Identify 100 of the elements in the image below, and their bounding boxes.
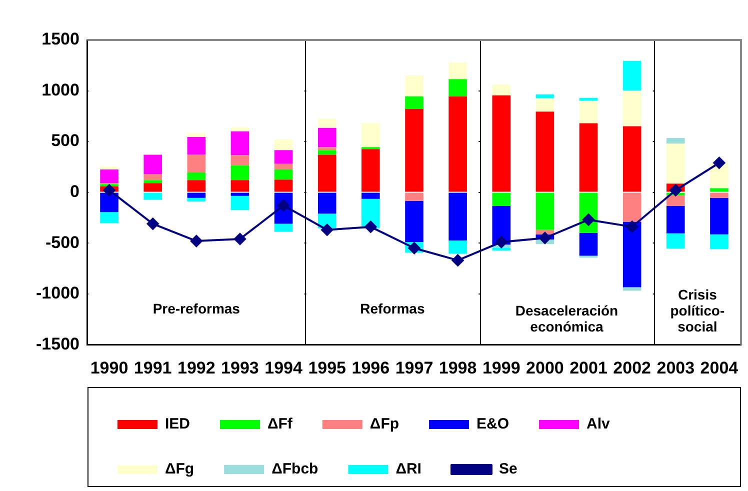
bar xyxy=(579,232,598,256)
bar xyxy=(536,98,554,112)
bar xyxy=(230,155,250,166)
point xyxy=(538,232,551,244)
bar xyxy=(710,188,728,192)
bar xyxy=(230,127,250,132)
bar xyxy=(100,212,118,224)
bar xyxy=(579,123,598,192)
bar xyxy=(405,96,424,110)
y-tick-label: 500 xyxy=(51,131,80,150)
point xyxy=(190,235,202,248)
bar xyxy=(666,195,685,206)
bar xyxy=(448,62,467,80)
bar xyxy=(274,164,293,170)
point xyxy=(582,214,595,226)
bar xyxy=(144,180,162,184)
bar xyxy=(536,192,554,230)
bar xyxy=(405,192,424,201)
bar xyxy=(187,136,206,155)
point xyxy=(408,242,420,254)
bar xyxy=(144,192,162,200)
y-tick-label: -500 xyxy=(45,232,80,252)
bar xyxy=(187,132,206,137)
point xyxy=(495,236,508,248)
bar xyxy=(230,192,250,196)
point xyxy=(713,156,726,169)
bar xyxy=(230,196,250,210)
bar xyxy=(274,150,293,164)
bar xyxy=(100,192,118,212)
bar xyxy=(579,98,598,101)
point xyxy=(103,184,116,196)
bar xyxy=(622,287,642,291)
x-tick-label: 2000 xyxy=(526,358,564,378)
bar xyxy=(187,180,206,192)
legend-label: ΔFp xyxy=(370,416,400,433)
bar xyxy=(710,192,728,198)
bar xyxy=(318,128,336,148)
bar xyxy=(448,240,467,254)
bar xyxy=(666,233,685,249)
bar xyxy=(622,90,642,126)
bar xyxy=(622,126,642,192)
x-tick-label: 1994 xyxy=(264,358,303,378)
bar xyxy=(100,169,118,184)
bar xyxy=(710,198,728,234)
legend-label: E&O xyxy=(476,416,510,433)
bar xyxy=(448,192,467,241)
bar xyxy=(144,174,162,180)
x-tick-label: 2003 xyxy=(656,358,695,378)
y-tick-label: 1500 xyxy=(42,30,80,49)
band-label: Pre-reformas xyxy=(152,300,240,316)
point xyxy=(626,220,638,233)
band-label: Reformas xyxy=(360,300,425,316)
bar xyxy=(187,154,206,172)
bar xyxy=(492,84,511,96)
bar xyxy=(492,248,511,251)
band-label: Crisis político-social xyxy=(670,286,725,334)
bar xyxy=(666,144,685,184)
bar xyxy=(230,165,250,180)
bar xyxy=(448,79,467,96)
legend-label: ΔFf xyxy=(267,416,294,433)
bar xyxy=(448,96,467,192)
bar xyxy=(274,224,293,232)
bar xyxy=(492,192,511,206)
x-tick-label: 1997 xyxy=(395,358,434,378)
bar xyxy=(405,76,424,96)
bar xyxy=(144,154,162,174)
bar xyxy=(710,234,728,250)
y-tick-label: 1000 xyxy=(42,80,80,100)
bar xyxy=(318,150,336,155)
x-tick-label: 2001 xyxy=(570,358,608,378)
bar xyxy=(100,166,118,170)
point xyxy=(146,218,159,230)
point xyxy=(452,254,464,266)
bar xyxy=(622,192,642,222)
point xyxy=(234,233,246,246)
bar xyxy=(318,192,336,214)
x-tick-label: 1991 xyxy=(134,358,172,378)
legend-label: IED xyxy=(164,416,190,433)
bar xyxy=(492,95,511,192)
bar xyxy=(274,169,293,180)
x-tick-label: 1992 xyxy=(177,358,216,378)
y-tick-label: -1500 xyxy=(36,334,80,354)
legend-label: Alv xyxy=(586,416,611,433)
x-tick-label: 2002 xyxy=(613,358,651,378)
legend-label: ΔFbcb xyxy=(272,460,318,478)
legend-label: ΔRI xyxy=(396,460,422,478)
bar xyxy=(666,206,685,234)
bar xyxy=(536,94,554,98)
x-tick-label: 1990 xyxy=(90,358,128,378)
x-tick-label: 1998 xyxy=(438,358,477,378)
x-tick-label: 1999 xyxy=(482,358,520,378)
legend-label: ΔFg xyxy=(164,460,194,478)
bar xyxy=(274,140,293,150)
point xyxy=(364,220,377,233)
bar xyxy=(362,192,380,199)
bar xyxy=(187,172,206,180)
bar xyxy=(579,100,598,124)
point xyxy=(321,224,334,236)
bar xyxy=(362,149,380,192)
x-tick-label: 1995 xyxy=(308,358,346,378)
